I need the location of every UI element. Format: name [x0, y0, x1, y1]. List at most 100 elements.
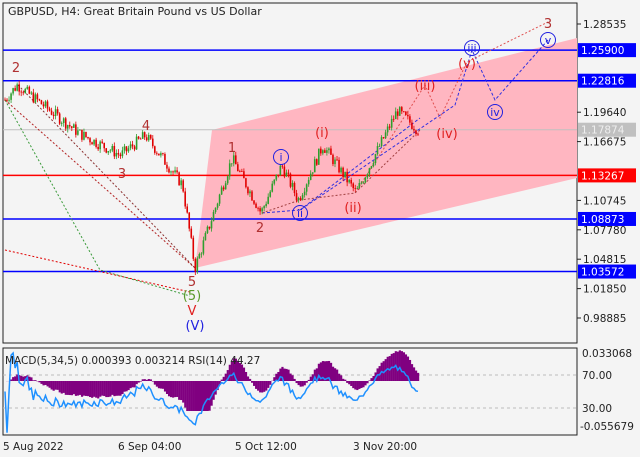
candle	[206, 225, 209, 234]
candle-body	[46, 101, 49, 109]
macd-bar	[172, 381, 175, 398]
candle	[320, 146, 322, 156]
candle-body	[105, 148, 108, 153]
candle-body	[384, 132, 387, 139]
macd-bar	[370, 378, 373, 381]
candle	[291, 180, 294, 191]
candle	[232, 152, 235, 167]
wave-label-(5): (5)	[183, 289, 201, 304]
candle-body	[95, 139, 97, 147]
candle	[180, 178, 182, 190]
candle	[107, 150, 110, 155]
candle	[220, 185, 223, 195]
macd-bar	[414, 370, 418, 381]
candle-body	[283, 166, 286, 177]
macd-bar	[14, 376, 17, 381]
macd-bar	[101, 381, 104, 396]
candle-body	[14, 88, 16, 91]
candle	[184, 187, 186, 209]
candle-body	[10, 93, 12, 100]
candle	[317, 148, 320, 165]
macd-bar	[317, 363, 320, 381]
candle	[26, 85, 29, 90]
candle	[267, 193, 269, 205]
candle	[64, 116, 67, 131]
candle	[77, 126, 79, 136]
macd-bar	[295, 381, 298, 384]
chart-title: GBPUSD, H4: Great Britain Pound vs US Do…	[8, 5, 262, 18]
candle-body	[204, 233, 207, 241]
candle	[46, 99, 49, 112]
macd-bar	[218, 381, 221, 385]
candle-body	[237, 164, 239, 172]
macd-bar	[313, 369, 316, 381]
y-tick-label: 1.10745	[583, 195, 626, 207]
candle-body	[275, 174, 278, 180]
macd-bar	[141, 379, 144, 381]
candle-body	[117, 152, 120, 155]
macd-bar	[20, 375, 23, 381]
level-tag-1.25900: 1.25900	[581, 45, 624, 57]
candle-body	[188, 212, 191, 229]
candle	[210, 217, 213, 232]
macd-bar	[236, 361, 240, 381]
candle-body	[121, 150, 124, 157]
macd-bar	[24, 376, 27, 381]
macd-bar	[44, 381, 47, 385]
candle-body	[4, 99, 6, 101]
wave-label-iv: iv	[490, 106, 500, 119]
macd-bar	[64, 381, 67, 395]
y-tick-label: 1.01850	[583, 284, 626, 296]
level-tag-1.03572: 1.03572	[581, 267, 624, 279]
candle-body	[243, 171, 245, 179]
candle	[332, 153, 334, 167]
candle-body	[6, 99, 8, 101]
candle-body	[358, 183, 361, 189]
candle-body	[40, 100, 43, 105]
candle	[149, 134, 152, 140]
macd-bar	[356, 381, 359, 391]
candle	[401, 106, 403, 114]
macd-bar	[113, 381, 116, 397]
candle-body	[190, 228, 193, 238]
candle-body	[54, 109, 57, 116]
candle-body	[226, 176, 229, 184]
candle-body	[368, 168, 371, 175]
candle	[151, 135, 154, 149]
macd-bar	[125, 381, 128, 392]
y-tick-label: 1.16675	[583, 137, 626, 149]
candle	[228, 159, 231, 180]
macd-bar	[137, 381, 140, 383]
candle-body	[77, 130, 79, 135]
candle-body	[93, 139, 95, 145]
macd-bar	[93, 381, 96, 397]
candle-body	[147, 134, 150, 141]
wave-label-1: 1	[228, 141, 236, 156]
macd-bar	[350, 381, 353, 386]
candle	[95, 137, 97, 149]
macd-bar	[10, 379, 13, 381]
candle-body	[81, 129, 83, 140]
macd-bar	[289, 373, 292, 381]
macd-bar	[232, 358, 235, 381]
candle	[407, 111, 409, 120]
level-tag-1.17874: 1.17874	[581, 125, 625, 137]
macd-bar	[62, 381, 65, 393]
macd-bar	[319, 362, 323, 381]
macd-bar	[188, 381, 191, 411]
macd-bar	[344, 379, 347, 381]
level-tag-1.08873: 1.08873	[581, 214, 624, 226]
candle	[6, 98, 8, 103]
candle-body	[346, 171, 348, 183]
candle	[113, 142, 116, 160]
candle-body	[38, 99, 41, 101]
candle-body	[172, 171, 174, 173]
candle	[97, 143, 99, 151]
candle-body	[239, 171, 241, 172]
candle	[218, 193, 221, 206]
candle	[334, 157, 336, 168]
macd-bar	[66, 381, 69, 395]
macd-bar	[210, 381, 213, 406]
wave-label-(iv): (iv)	[436, 127, 457, 142]
